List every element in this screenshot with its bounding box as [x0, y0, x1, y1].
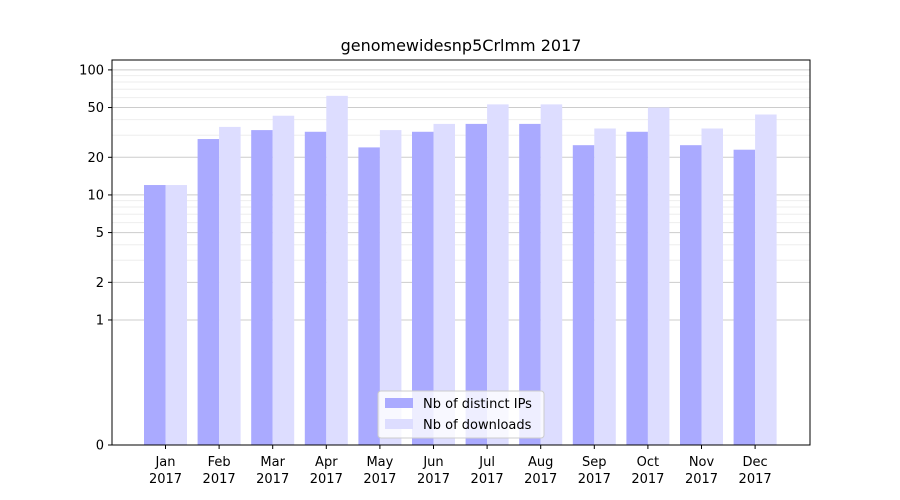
bar-distinct-ips: [251, 130, 273, 445]
bar-downloads: [165, 185, 187, 445]
bar-distinct-ips: [572, 145, 595, 445]
x-tick-label: Sep 2017: [578, 455, 611, 487]
bar-downloads: [272, 115, 295, 445]
bar-downloads: [647, 107, 670, 446]
x-tick-label: Apr 2017: [310, 455, 343, 487]
y-axis: 0 1 2 5 10 20 50 100: [79, 63, 112, 454]
legend-label: Nb of distinct IPs: [423, 397, 532, 412]
y-tick-label: 50: [87, 101, 104, 116]
bar-distinct-ips: [358, 147, 380, 446]
chart-title: genomewidesnp5Crlmm 2017: [341, 36, 582, 55]
bar-downloads: [755, 114, 777, 445]
y-tick-label: 20: [87, 151, 104, 166]
legend-swatch: [385, 398, 413, 408]
x-tick-label: Jul 2017: [471, 455, 504, 487]
x-tick-label: Jun 2017: [417, 455, 450, 487]
y-tick-label: 2: [96, 276, 104, 291]
plot-frame: [111, 59, 811, 446]
bars: [144, 95, 777, 446]
x-tick-label: Dec 2017: [739, 455, 772, 487]
y-tick-label: 100: [79, 63, 104, 78]
x-tick-label: Mar 2017: [256, 455, 289, 487]
y-tick-label: 5: [96, 226, 104, 241]
bar-downloads: [379, 130, 402, 445]
bar-distinct-ips: [626, 131, 648, 445]
bar-downloads: [433, 123, 455, 445]
legend-box: [377, 390, 545, 439]
bar-distinct-ips: [680, 145, 702, 445]
bar-distinct-ips: [733, 149, 756, 446]
y-tick-label: 1: [96, 313, 104, 328]
x-tick-label: May 2017: [363, 455, 396, 487]
y-tick-label: 0: [96, 439, 104, 454]
bar-distinct-ips: [465, 123, 488, 445]
bar-distinct-ips: [304, 131, 327, 445]
x-tick-label: Feb 2017: [203, 455, 236, 487]
bar-distinct-ips: [519, 123, 541, 445]
bar-downloads: [594, 128, 616, 445]
bar-distinct-ips: [197, 139, 220, 445]
bar-downloads: [487, 104, 509, 445]
bar-distinct-ips: [412, 131, 434, 445]
x-tick-label: Oct 2017: [631, 455, 664, 487]
bar-downloads: [540, 104, 563, 445]
legend: Nb of distinct IPs Nb of downloads: [377, 390, 545, 439]
bar-downloads: [326, 95, 348, 446]
y-tick-label: 10: [87, 188, 104, 203]
x-tick-label: Jan 2017: [149, 455, 182, 487]
bar-downloads: [219, 126, 241, 446]
bar-distinct-ips: [144, 185, 166, 445]
legend-swatch: [385, 419, 413, 429]
legend-label: Nb of downloads: [423, 418, 532, 433]
x-axis: Jan 2017 Feb 2017 Mar 2017 Apr 2017 May 2017 Jun 20…: [149, 445, 772, 487]
x-tick-label: Nov 2017: [685, 455, 718, 487]
bar-downloads: [701, 128, 723, 445]
x-tick-label: Aug 2017: [524, 455, 557, 487]
